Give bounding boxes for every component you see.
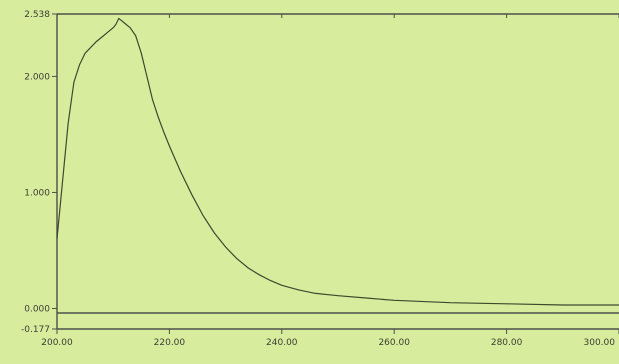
x-tick-label: 280.00 — [491, 338, 523, 348]
x-tick-label: 240.00 — [266, 338, 298, 348]
y-axis-ticks: -0.177 0.000 1.000 2.000 2.538 — [21, 10, 57, 335]
x-tick-label: 220.00 — [154, 338, 186, 348]
x-axis-ticks: 200.00 220.00 240.00 260.00 280.00 300.00 — [41, 14, 619, 348]
x-tick-label: 260.00 — [378, 338, 410, 348]
x-tick-label: 200.00 — [41, 338, 73, 348]
y-tick-label: 2.538 — [24, 10, 50, 20]
y-tick-label: 2.000 — [24, 72, 50, 82]
y-tick-label: 1.000 — [24, 188, 50, 198]
y-tick-label: 0.000 — [24, 304, 50, 314]
x-tick-label: 300.00 — [584, 338, 616, 348]
plot-area-background — [57, 14, 619, 329]
series-line — [56, 17, 619, 306]
y-tick-label: -0.177 — [21, 325, 50, 335]
